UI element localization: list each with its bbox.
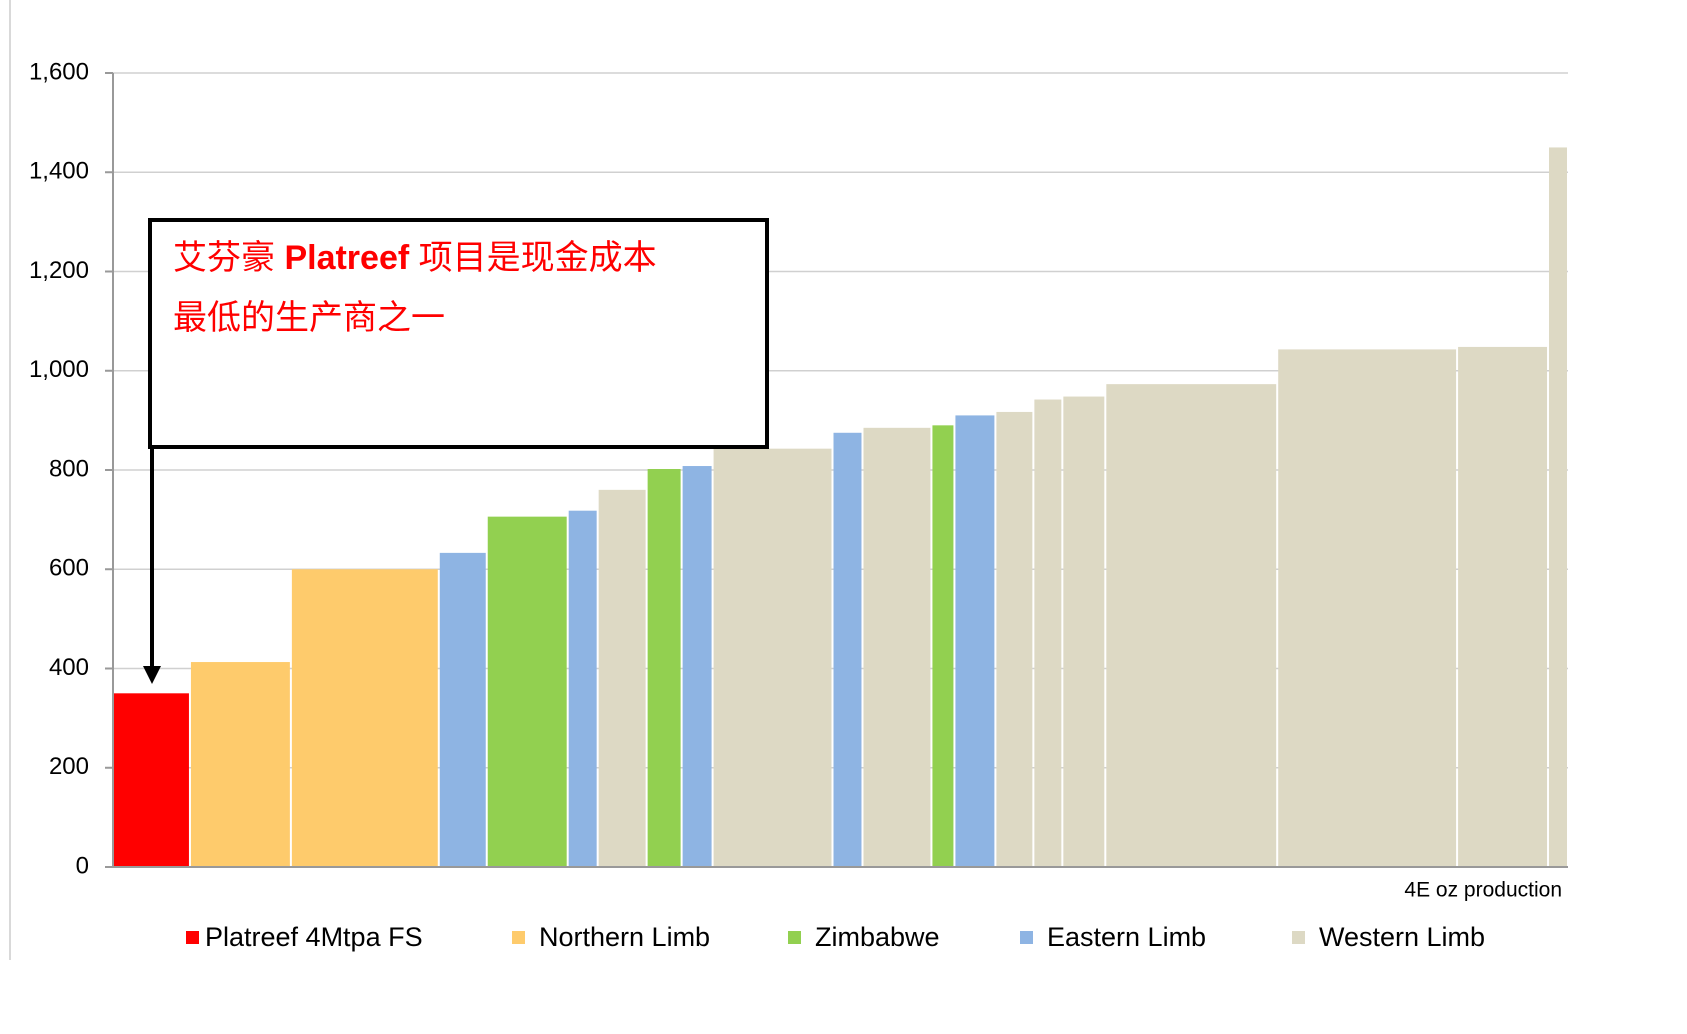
y-tick-label: 800: [49, 455, 89, 482]
legend-label: Zimbabwe: [815, 922, 940, 952]
bar: [1549, 147, 1567, 867]
bar: [598, 489, 646, 867]
bar: [190, 662, 290, 867]
y-tick-label: 1,600: [29, 58, 89, 85]
annotation-text: Platreef: [284, 239, 409, 277]
bar: [1034, 399, 1062, 867]
legend-swatch: [512, 931, 525, 944]
bar: [682, 466, 712, 867]
bar: [863, 427, 931, 867]
bar: [1063, 396, 1105, 867]
annotation-text: 艾芬豪: [173, 239, 284, 277]
bar: [996, 411, 1033, 867]
legend-swatch: [788, 931, 801, 944]
bar: [833, 432, 862, 867]
y-tick-label: 1,400: [29, 158, 89, 185]
legend-label: Eastern Limb: [1047, 922, 1206, 952]
bar: [487, 516, 567, 867]
bar: [1278, 349, 1457, 867]
y-tick-label: 600: [49, 555, 89, 582]
y-tick-label: 1,000: [29, 356, 89, 383]
y-tick-label: 0: [76, 852, 89, 879]
bar: [568, 510, 597, 867]
bar: [932, 425, 954, 867]
legend-label: Northern Limb: [539, 922, 710, 952]
bar: [439, 552, 486, 867]
bar: [955, 415, 995, 867]
legend-swatch: [1020, 931, 1033, 944]
bar: [1458, 346, 1548, 867]
x-axis-label: 4E oz production: [1404, 879, 1562, 902]
annotation-box: [148, 218, 769, 449]
legend-label: Western Limb: [1319, 922, 1485, 952]
annotation-text: 项目是现金成本: [409, 239, 656, 277]
y-tick-label: 400: [49, 654, 89, 681]
y-tick-label: 1,200: [29, 257, 89, 284]
legend-label: Platreef 4Mtpa FS: [205, 922, 423, 952]
bar: [647, 469, 681, 867]
annotation-line: 艾芬豪 Platreef 项目是现金成本: [173, 239, 657, 277]
legend-swatch: [1292, 931, 1305, 944]
bar: [114, 693, 189, 867]
arrow-head: [143, 666, 161, 684]
annotation-text: 最低的生产商之一: [173, 299, 445, 337]
legend-swatch: [186, 931, 199, 944]
y-tick-label: 200: [49, 753, 89, 780]
bar: [713, 448, 832, 867]
bar: [291, 569, 438, 867]
bar: [1106, 384, 1277, 867]
